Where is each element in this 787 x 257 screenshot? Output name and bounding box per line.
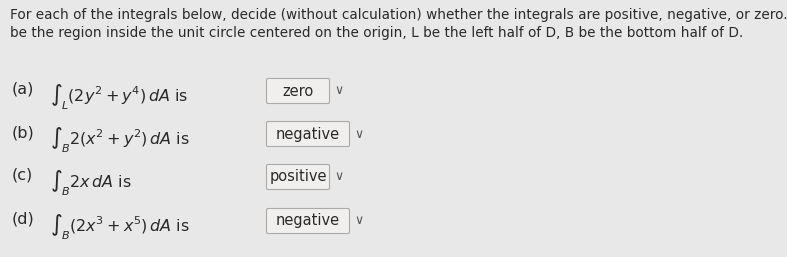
Text: (a): (a) xyxy=(12,82,35,97)
Text: $\int_B 2x\,dA$ is: $\int_B 2x\,dA$ is xyxy=(50,168,131,198)
Text: ∨: ∨ xyxy=(334,170,343,183)
Text: ∨: ∨ xyxy=(354,215,363,227)
Text: (c): (c) xyxy=(12,168,33,183)
Text: (b): (b) xyxy=(12,125,35,140)
Text: (d): (d) xyxy=(12,212,35,227)
Text: For each of the integrals below, decide (without calculation) whether the integr: For each of the integrals below, decide … xyxy=(10,8,787,22)
Text: ∨: ∨ xyxy=(334,85,343,97)
Text: negative: negative xyxy=(276,214,340,228)
FancyBboxPatch shape xyxy=(267,78,330,104)
Text: ∨: ∨ xyxy=(354,127,363,141)
Text: $\int_B 2(x^2 + y^2)\,dA$ is: $\int_B 2(x^2 + y^2)\,dA$ is xyxy=(50,125,190,155)
Text: be the region inside the unit circle centered on the origin, L be the left half : be the region inside the unit circle cen… xyxy=(10,26,743,40)
Text: zero: zero xyxy=(283,84,314,98)
FancyBboxPatch shape xyxy=(267,208,349,234)
Text: positive: positive xyxy=(269,170,327,185)
Text: $\int_L(2y^2 + y^4)\,dA$ is: $\int_L(2y^2 + y^4)\,dA$ is xyxy=(50,82,188,112)
FancyBboxPatch shape xyxy=(267,122,349,146)
Text: $\int_B(2x^3 + x^5)\,dA$ is: $\int_B(2x^3 + x^5)\,dA$ is xyxy=(50,212,190,242)
Text: negative: negative xyxy=(276,126,340,142)
FancyBboxPatch shape xyxy=(267,164,330,189)
